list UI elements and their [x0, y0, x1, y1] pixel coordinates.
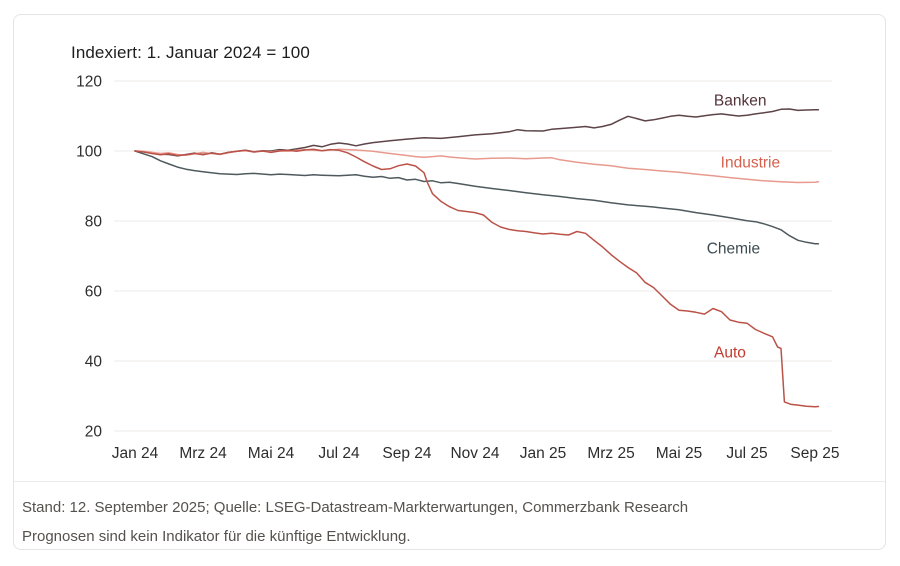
x-tick-label-mrz-25: Mrz 25 — [587, 445, 634, 462]
series-label-banken: Banken — [714, 92, 767, 109]
y-tick-label-80: 80 — [85, 213, 103, 230]
x-tick-label-jul-24: Jul 24 — [318, 445, 360, 462]
footer-divider — [14, 481, 885, 482]
footer-disclaimer-line: Prognosen sind kein Indikator für die kü… — [22, 528, 411, 545]
series-line-industrie — [134, 148, 820, 184]
x-tick-label-jul-25: Jul 25 — [726, 445, 767, 462]
series-line-auto — [134, 148, 820, 408]
x-tick-label-jan-25: Jan 25 — [520, 445, 567, 462]
y-tick-label-100: 100 — [76, 143, 102, 160]
x-tick-label-mai-24: Mai 24 — [248, 445, 295, 462]
series-label-auto: Auto — [714, 344, 746, 361]
chart-footer: Stand: 12. September 2025; Quelle: LSEG-… — [22, 493, 873, 549]
y-tick-label-60: 60 — [85, 283, 103, 300]
y-tick-label-40: 40 — [85, 353, 103, 370]
x-tick-label-nov-24: Nov 24 — [450, 445, 499, 462]
series-line-banken — [134, 108, 820, 157]
y-tick-label-20: 20 — [85, 423, 103, 440]
x-tick-label-sep-25: Sep 25 — [790, 445, 839, 462]
line-chart: 120 100 80 60 40 20 Jan 24 Mrz 24 Mai 24 Jul 24 Se… — [76, 73, 839, 462]
x-tick-label-mai-25: Mai 25 — [656, 445, 703, 462]
x-tick-label-sep-24: Sep 24 — [382, 445, 432, 462]
x-tick-label-jan-24: Jan 24 — [112, 445, 159, 462]
chart-title: Indexiert: 1. Januar 2024 = 100 — [71, 43, 310, 62]
chart-card: Indexiert: 1. Januar 2024 = 100 120 100 80… — [13, 14, 886, 550]
x-tick-label-mrz-24: Mrz 24 — [179, 445, 227, 462]
series-line-chemie — [134, 150, 820, 245]
series-label-industrie: Industrie — [721, 154, 780, 171]
series-label-chemie: Chemie — [707, 240, 760, 257]
y-tick-label-120: 120 — [76, 73, 102, 90]
footer-source-line: Stand: 12. September 2025; Quelle: LSEG-… — [22, 499, 689, 516]
